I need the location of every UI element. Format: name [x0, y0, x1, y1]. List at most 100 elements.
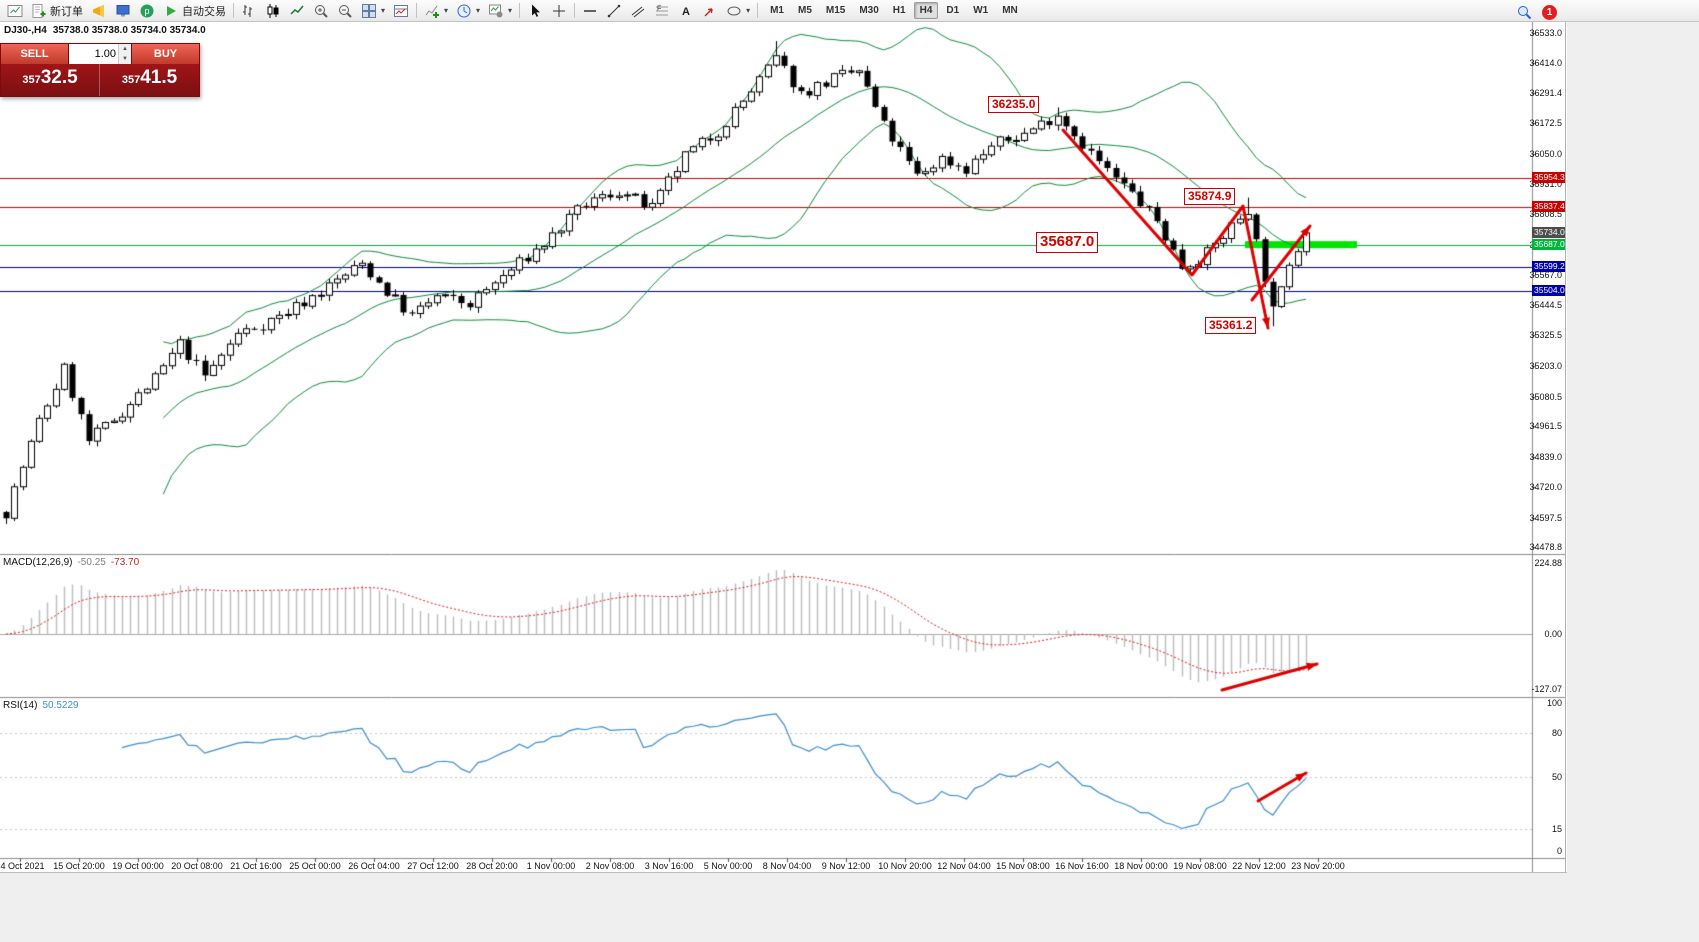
buy-button[interactable]: BUY — [132, 44, 199, 64]
price-main: 32.5 — [40, 67, 78, 88]
zoom-out-button[interactable] — [333, 1, 357, 21]
templates-button[interactable]: ▾ — [484, 1, 516, 21]
price-chart-canvas[interactable] — [0, 22, 1565, 872]
auto-trading-button[interactable]: 自动交易 — [159, 1, 230, 21]
chevron-down-icon: ▾ — [381, 6, 386, 15]
line-chart-button[interactable] — [285, 1, 309, 21]
svg-text:F: F — [657, 5, 661, 12]
price-scale-label: 36533.0 — [1529, 27, 1562, 38]
search-icon[interactable] — [1512, 2, 1536, 22]
chart-window-icon[interactable] — [3, 1, 27, 21]
time-axis-label: 1 Nov 00:00 — [526, 861, 576, 871]
volume-spinner[interactable]: ▲ ▼ — [118, 44, 131, 64]
candlestick-chart-button[interactable] — [261, 1, 285, 21]
buy-price[interactable]: 357 41.5 — [100, 64, 199, 96]
volume-input[interactable] — [69, 44, 118, 64]
toolbar: 新订单 p 自动交易 ▾ ▾ ▾ ▾ — [0, 0, 1699, 22]
time-axis-label: 10 Nov 20:00 — [878, 861, 932, 871]
price-main: 41.5 — [140, 67, 178, 88]
timeframe-MN[interactable]: MN — [1002, 5, 1018, 16]
price-scale-label: 34839.0 — [1529, 452, 1562, 463]
macd-name: MACD(12,26,9) — [3, 557, 73, 568]
periods-button[interactable]: ▾ — [452, 1, 484, 21]
price-scale-label: 34961.5 — [1529, 421, 1562, 432]
notification-badge[interactable]: 1 — [1542, 4, 1557, 20]
time-axis-label: 22 Nov 12:00 — [1232, 861, 1286, 871]
rsi-scale-label: 15 — [1551, 823, 1562, 834]
volume-box: ▲ ▼ — [68, 44, 132, 64]
rsi-scale-label: 0 — [1556, 846, 1562, 856]
new-order-button[interactable]: 新订单 — [27, 1, 87, 21]
time-axis-label: 23 Nov 20:00 — [1291, 861, 1345, 871]
chevron-down-icon: ▾ — [508, 6, 513, 15]
trendline-button[interactable] — [602, 1, 626, 21]
price-annotation[interactable]: 35687.0 — [1036, 232, 1099, 253]
horizontal-line-button[interactable] — [578, 1, 602, 21]
volume-down-icon[interactable]: ▼ — [119, 54, 131, 64]
timeframe-M30[interactable]: M30 — [859, 5, 879, 16]
timeframe-D1[interactable]: D1 — [946, 5, 960, 16]
terminal-icon[interactable] — [111, 1, 135, 21]
rsi-scale-label: 50 — [1551, 772, 1562, 782]
time-axis-label: 14 Oct 2021 — [0, 861, 45, 871]
fibonacci-button[interactable]: F — [650, 1, 674, 21]
time-axis-label: 5 Nov 00:00 — [703, 861, 753, 871]
toolbar-separator — [757, 3, 759, 18]
time-axis-label: 2 Nov 08:00 — [585, 861, 635, 871]
auto-trading-label: 自动交易 — [182, 5, 226, 18]
timeframe-H4[interactable]: H4 — [913, 2, 939, 19]
price-annotation[interactable]: 35874.9 — [1184, 188, 1236, 205]
rsi-indicator-label: RSI(14) 50.5229 — [3, 700, 79, 711]
shapes-button[interactable]: ▾ — [722, 1, 754, 21]
time-axis-label: 16 Nov 16:00 — [1055, 861, 1109, 871]
tile-windows-button[interactable]: ▾ — [357, 1, 389, 21]
sell-price[interactable]: 357 32.5 — [1, 64, 100, 96]
rsi-value: 50.5229 — [42, 700, 79, 711]
svg-text:p: p — [144, 6, 149, 16]
text-tool-button[interactable]: A — [674, 1, 698, 21]
add-indicator-button[interactable]: ▾ — [420, 1, 452, 21]
timeframe-M5[interactable]: M5 — [797, 5, 812, 16]
price-scale-label: 35567.0 — [1529, 269, 1562, 280]
time-axis-label: 25 Oct 00:00 — [289, 861, 341, 871]
timeframe-M1[interactable]: M1 — [770, 5, 784, 16]
sell-button[interactable]: SELL — [1, 44, 68, 64]
price-scale-label: 35444.5 — [1529, 300, 1562, 311]
time-axis-label: 21 Oct 16:00 — [230, 861, 282, 871]
channel-button[interactable] — [626, 1, 650, 21]
cursor-button[interactable] — [523, 1, 547, 21]
price-scale-label: 35325.5 — [1529, 330, 1562, 341]
crosshair-button[interactable] — [547, 1, 571, 21]
volume-up-icon[interactable]: ▲ — [119, 44, 131, 54]
price-badge: 35599.2 — [1532, 260, 1565, 272]
zoom-in-button[interactable] — [309, 1, 333, 21]
empty-right-area — [1567, 22, 1699, 942]
time-axis-label: 18 Nov 00:00 — [1114, 861, 1168, 871]
empty-bottom-area — [0, 872, 1567, 942]
time-axis-label: 15 Nov 08:00 — [996, 861, 1050, 871]
price-annotation[interactable]: 35361.2 — [1205, 317, 1257, 334]
toolbar-separator — [574, 3, 576, 18]
timeframe-M15[interactable]: M15 — [825, 5, 846, 16]
arrow-tool-button[interactable] — [698, 1, 722, 21]
price-scale-label: 34720.0 — [1529, 481, 1562, 492]
chevron-down-icon: ▾ — [444, 6, 449, 15]
megaphone-icon[interactable] — [87, 1, 111, 21]
timeframe-H1[interactable]: H1 — [892, 5, 906, 16]
time-axis-label: 27 Oct 12:00 — [407, 861, 459, 871]
time-axis-label: 8 Nov 04:00 — [762, 861, 812, 871]
rsi-scale-label: 100 — [1546, 698, 1562, 708]
price-annotation[interactable]: 36235.0 — [988, 96, 1040, 113]
macd-signal-value: -73.70 — [110, 557, 140, 568]
toolbar-separator — [233, 3, 234, 18]
price-scale-label: 34597.5 — [1529, 512, 1562, 523]
indicators-window-button[interactable] — [389, 1, 413, 21]
chart-area[interactable]: DJ30-,H4 35738.0 35738.0 35734.0 35734.0 … — [0, 22, 1566, 872]
timeframe-W1[interactable]: W1 — [973, 5, 989, 16]
rsi-name: RSI(14) — [3, 700, 38, 711]
price-scale-label: 35203.0 — [1529, 360, 1562, 371]
community-icon[interactable]: p — [135, 1, 159, 21]
symbol-ohlc-label: DJ30-,H4 35738.0 35738.0 35734.0 35734.0 — [4, 25, 206, 36]
bar-chart-button[interactable] — [237, 1, 261, 21]
